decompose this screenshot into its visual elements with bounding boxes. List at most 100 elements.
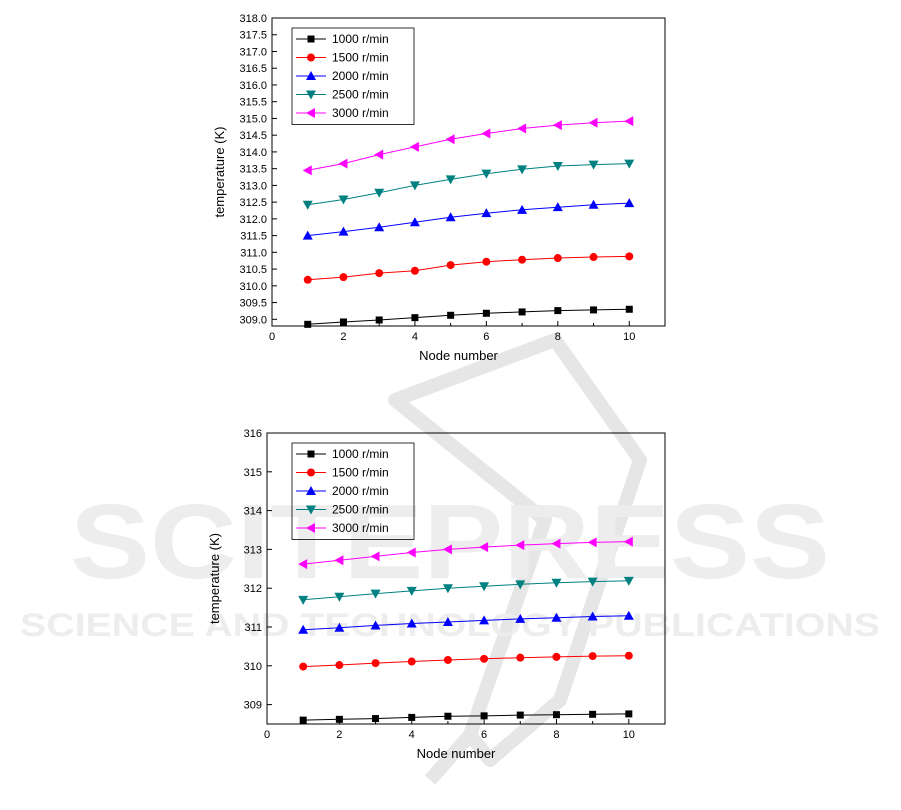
data-point [304,320,312,328]
data-point [552,652,561,661]
data-point [480,712,488,720]
legend-label: 2000 r/min [332,69,389,83]
data-point [298,595,309,605]
data-point [442,544,452,555]
data-point [370,620,381,630]
x-tick-label: 2 [340,331,346,343]
data-point [302,165,312,176]
data-point [408,713,416,721]
data-point [482,309,490,317]
data-point [587,611,598,621]
y-tick-label: 315 [244,467,262,479]
data-point [410,266,419,275]
data-point [551,612,562,622]
data-point [374,188,385,198]
legend-label: 1000 r/min [332,32,389,46]
data-point [624,198,635,208]
data-point [443,655,452,664]
data-point [444,712,452,720]
watermark-main-text: SCITEPRESS [70,483,830,601]
legend-label: 3000 r/min [332,106,389,120]
data-point [552,120,562,131]
data-point [371,659,380,668]
data-point [375,316,383,324]
legend-marker [307,450,315,458]
legend-label: 3000 r/min [332,521,389,535]
series-2500-r-min [302,159,635,210]
series-3000-r-min [302,116,634,176]
watermark: SCITEPRESS SCIENCE AND TECHNOLOGY PUBLIC… [20,333,880,785]
data-point [516,711,524,719]
y-tick-label: 316.5 [239,63,267,75]
data-point [518,308,526,316]
x-tick-label: 8 [555,331,561,343]
data-point [552,711,560,719]
data-point [409,217,420,227]
y-tick-label: 312.5 [239,197,267,209]
legend-label: 2500 r/min [332,88,389,102]
data-point [590,306,598,314]
data-point [445,212,456,222]
y-tick-label: 311 [244,622,262,634]
data-point [552,161,563,171]
y-tick-label: 314.5 [239,130,267,142]
data-point [517,165,528,175]
data-point [298,624,309,634]
data-point [302,230,313,240]
series-2000-r-min [298,610,634,634]
y-tick-label: 310.5 [239,264,267,276]
data-point [338,226,349,236]
y-tick-label: 314.0 [239,147,267,159]
data-point [445,134,455,145]
series-1500-r-min [303,252,634,284]
data-point [338,158,348,169]
x-tick-label: 10 [623,729,635,741]
data-point [338,195,349,205]
y-tick-label: 313 [244,544,262,556]
data-point [442,584,453,594]
x-tick-label: 10 [623,331,635,343]
data-point [552,202,563,212]
series-line [303,655,629,668]
data-point [302,200,313,210]
data-point [515,613,526,623]
x-tick-label: 4 [409,729,415,741]
data-point [335,661,344,670]
data-point [625,252,634,261]
data-point [480,654,489,663]
chart-bottom: 0 2 4 6 8 10 309 310 311 312 313 314 315 316 Node numb… [207,428,666,761]
y-tick-label: 311.5 [240,231,267,243]
y-tick-label: 311.0 [240,247,267,259]
data-point [334,622,345,632]
data-point [411,314,419,322]
x-tick-label: 2 [336,729,342,741]
series-1500-r-min [299,651,633,671]
series-line [303,615,629,631]
legend-marker [306,523,315,533]
x-tick-label: 4 [412,331,418,343]
series-2000-r-min [302,198,635,240]
data-point [446,261,455,270]
data-point [409,141,419,152]
data-point [298,559,308,570]
series-2500-r-min [298,576,634,605]
data-point [515,580,526,590]
y-tick-label: 315.0 [239,113,267,125]
plot-frame [271,17,666,327]
x-tick-label: 0 [269,331,275,343]
chart-top: 0 2 4 6 8 10 309.0 309.5 310.0 310.5 311.0 311.5 312… [212,13,666,363]
y-tick-label: 316 [244,428,262,440]
series-line [303,580,629,601]
data-point [374,222,385,232]
data-point [335,715,343,723]
data-point [625,710,633,718]
y-axis-label: temperature (K) [207,533,222,624]
series-line [303,713,629,721]
data-point [370,551,380,562]
y-tick-label: 315.5 [239,97,267,109]
data-point [588,199,599,209]
data-point [407,657,416,666]
x-tick-label: 6 [481,729,487,741]
y-tick-label: 316.0 [239,80,267,92]
